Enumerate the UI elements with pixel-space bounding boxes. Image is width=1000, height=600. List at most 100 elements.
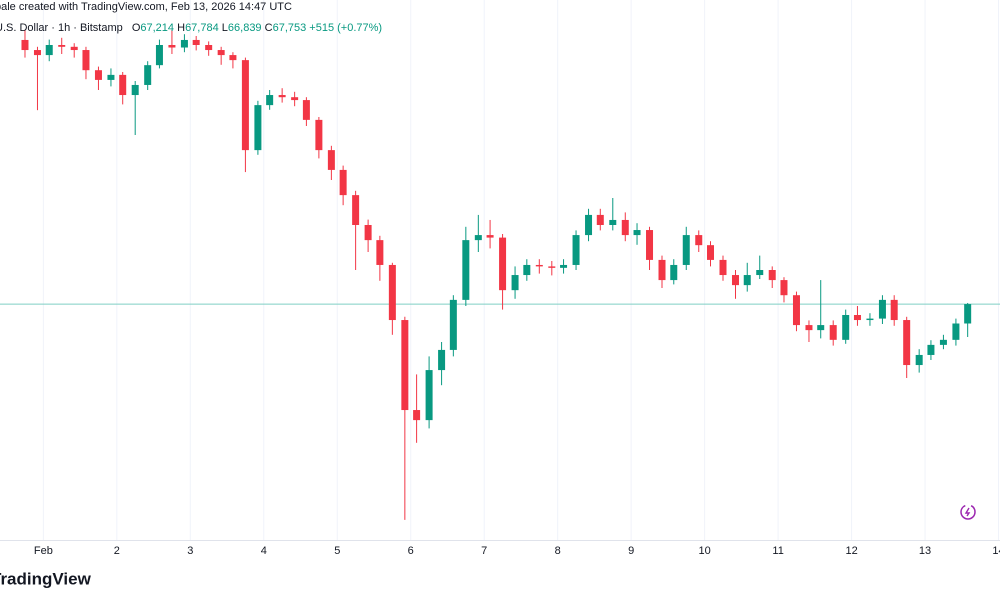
candle-body	[449, 299, 457, 350]
candle-body	[70, 46, 78, 51]
change-value: +515 (+0.77%)	[309, 22, 383, 34]
x-tick-label: 6	[408, 545, 414, 557]
candle-body	[511, 275, 519, 291]
candle-body	[695, 235, 703, 246]
x-tick-label: 7	[481, 545, 487, 557]
high-prefix: H	[177, 22, 186, 34]
low-value: 66,839	[227, 22, 262, 34]
candle-body	[413, 410, 421, 421]
candle-body	[144, 65, 152, 85]
open-value: 67,214	[140, 22, 175, 34]
x-tick-label: 13	[919, 545, 931, 557]
x-tick-label: 8	[555, 545, 561, 557]
candle-body	[474, 235, 482, 241]
candle-body	[217, 50, 225, 56]
candle-body	[658, 259, 666, 281]
close-value: 67,753	[272, 22, 307, 34]
candle-body	[719, 259, 727, 276]
candle-body	[964, 304, 972, 324]
candle-body	[352, 195, 360, 225]
candle-body	[707, 245, 715, 260]
candle-body	[633, 230, 641, 236]
candle-body	[878, 299, 886, 319]
candle-body	[131, 84, 139, 96]
candle-body	[45, 45, 53, 56]
candle-body	[927, 344, 935, 355]
x-tick-label: 2	[114, 545, 120, 557]
candle-body	[155, 45, 163, 66]
legend-row: U.S. Dollar · 1h · Bitstamp O67,214 H67,…	[0, 22, 382, 34]
candle-body	[756, 270, 764, 276]
x-tick-label: 9	[628, 545, 634, 557]
x-tick-label: 5	[334, 545, 340, 557]
close-prefix: C	[264, 22, 273, 34]
candle-body	[315, 119, 323, 151]
candle-body	[768, 270, 776, 281]
candle-body	[401, 320, 409, 411]
candle-body	[646, 230, 654, 260]
candle-body	[743, 275, 751, 286]
candle-body	[853, 315, 861, 321]
candle-body	[376, 240, 384, 265]
candle-body	[302, 100, 310, 120]
candle-body	[805, 325, 813, 331]
candle-body	[585, 214, 593, 236]
candle-body	[119, 74, 127, 96]
candle-body	[596, 214, 604, 225]
high-value: 67,784	[185, 22, 219, 34]
caption: bale created with TradingView.com, Feb 1…	[0, 1, 292, 13]
candle-body	[339, 169, 347, 196]
candle-body	[572, 235, 580, 265]
x-tick-label: Feb	[34, 545, 53, 557]
candle-body	[425, 370, 433, 421]
candle-body	[192, 39, 200, 45]
candle-body	[486, 235, 494, 238]
candle-body	[523, 264, 531, 276]
candle-body	[609, 219, 617, 225]
candle-body	[58, 45, 66, 47]
candle-body	[229, 55, 237, 61]
candle-body	[94, 70, 102, 80]
candle-body	[21, 39, 29, 51]
replay-icon	[960, 504, 976, 520]
x-tick-label: 3	[187, 545, 193, 557]
x-tick-label: 14	[992, 545, 1000, 557]
watermark: TradingView	[0, 569, 92, 588]
candle-body	[327, 150, 335, 170]
candle-body	[915, 354, 923, 366]
candle-body	[180, 39, 188, 48]
candle-body	[364, 225, 372, 241]
x-tick-label: 4	[261, 545, 267, 557]
candle-body	[499, 237, 507, 291]
candle-body	[438, 349, 446, 371]
candle-body	[168, 45, 176, 48]
candle-body	[939, 339, 947, 345]
candle-body	[866, 318, 874, 321]
candle-body	[682, 235, 690, 265]
candle-body	[241, 60, 249, 151]
candle-body	[792, 295, 800, 326]
candle-body	[33, 50, 41, 56]
series-name: U.S. Dollar · 1h · Bitstamp	[0, 22, 123, 34]
candle-body	[278, 95, 286, 98]
candle-body	[82, 50, 90, 71]
candle-body	[731, 275, 739, 286]
candle-body	[205, 45, 213, 51]
candle-body	[780, 280, 788, 296]
candle-body	[254, 105, 262, 151]
candle-body	[952, 323, 960, 340]
candle-body	[817, 325, 825, 331]
candle-body	[548, 266, 556, 268]
candle-body	[535, 264, 543, 267]
x-tick-label: 12	[845, 545, 857, 557]
candle-body	[890, 299, 898, 321]
candle-body	[903, 320, 911, 366]
candle-body	[388, 264, 396, 321]
low-prefix: L	[221, 22, 228, 34]
candle-body	[107, 74, 115, 80]
candle-body	[266, 95, 274, 106]
candle-body	[462, 240, 470, 300]
candle-body	[670, 264, 678, 281]
candle-body	[291, 97, 299, 101]
